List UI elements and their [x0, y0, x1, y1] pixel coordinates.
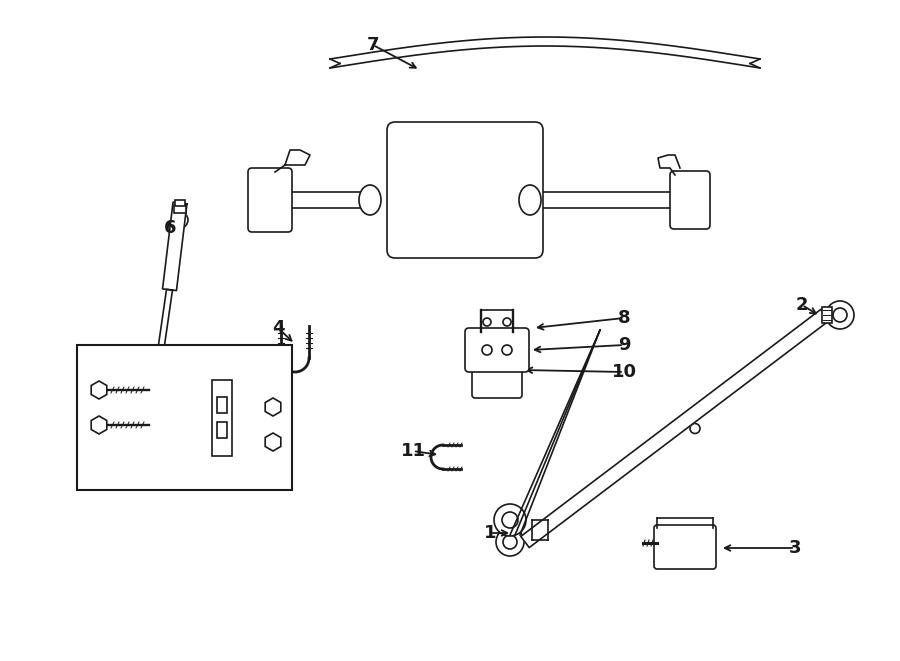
Text: 3: 3: [788, 539, 801, 557]
Circle shape: [150, 378, 160, 388]
Circle shape: [147, 416, 165, 434]
Bar: [217, 422, 227, 438]
Circle shape: [261, 180, 269, 188]
Text: 11: 11: [400, 442, 426, 460]
FancyBboxPatch shape: [670, 171, 710, 229]
Circle shape: [679, 204, 686, 211]
Bar: [217, 397, 227, 413]
Circle shape: [176, 216, 184, 224]
Text: 8: 8: [617, 309, 630, 327]
Circle shape: [695, 189, 701, 196]
Circle shape: [682, 182, 689, 190]
FancyBboxPatch shape: [387, 122, 543, 258]
Circle shape: [502, 345, 512, 355]
Circle shape: [412, 204, 422, 214]
Circle shape: [833, 308, 847, 322]
Circle shape: [251, 416, 269, 434]
Circle shape: [251, 381, 269, 399]
FancyBboxPatch shape: [472, 364, 522, 398]
Ellipse shape: [359, 185, 381, 215]
Polygon shape: [281, 354, 309, 372]
Text: 2: 2: [796, 296, 808, 314]
Circle shape: [693, 552, 701, 560]
Text: 7: 7: [367, 36, 379, 54]
Circle shape: [440, 231, 450, 241]
Text: 6: 6: [164, 219, 176, 237]
Circle shape: [667, 536, 675, 544]
Circle shape: [256, 421, 264, 429]
Text: 10: 10: [611, 363, 636, 381]
Circle shape: [480, 139, 490, 149]
Circle shape: [496, 528, 524, 556]
Text: 4: 4: [272, 319, 284, 337]
Circle shape: [480, 231, 490, 241]
Polygon shape: [530, 192, 690, 208]
Circle shape: [503, 318, 511, 326]
Circle shape: [503, 535, 517, 549]
Circle shape: [256, 386, 264, 394]
Text: 1: 1: [484, 524, 496, 542]
FancyBboxPatch shape: [465, 328, 529, 372]
Circle shape: [502, 512, 518, 528]
Circle shape: [274, 187, 283, 196]
Circle shape: [412, 166, 422, 176]
FancyBboxPatch shape: [248, 168, 292, 232]
Circle shape: [152, 421, 160, 429]
Bar: [175, 200, 185, 206]
Bar: [212, 380, 232, 456]
Polygon shape: [521, 309, 829, 547]
Bar: [174, 205, 186, 213]
Circle shape: [482, 345, 492, 355]
Circle shape: [152, 386, 160, 394]
Circle shape: [440, 139, 450, 149]
Circle shape: [257, 205, 266, 213]
Circle shape: [494, 504, 526, 536]
Circle shape: [147, 381, 165, 399]
Circle shape: [271, 212, 279, 220]
Polygon shape: [163, 202, 187, 291]
Circle shape: [684, 194, 696, 206]
Circle shape: [693, 536, 701, 544]
Circle shape: [690, 424, 700, 434]
Circle shape: [485, 375, 499, 389]
Circle shape: [502, 377, 512, 387]
Circle shape: [691, 211, 698, 217]
Circle shape: [145, 373, 165, 393]
FancyBboxPatch shape: [654, 525, 716, 569]
Bar: [77, 345, 292, 490]
Polygon shape: [270, 192, 370, 208]
Circle shape: [263, 193, 277, 207]
Circle shape: [508, 166, 518, 176]
Circle shape: [508, 204, 518, 214]
Polygon shape: [152, 290, 173, 391]
Circle shape: [483, 318, 491, 326]
Circle shape: [489, 379, 495, 385]
Circle shape: [430, 155, 500, 225]
Text: 9: 9: [617, 336, 630, 354]
Ellipse shape: [519, 185, 541, 215]
Circle shape: [667, 552, 675, 560]
Bar: [822, 307, 832, 323]
Text: 5: 5: [142, 404, 154, 422]
Circle shape: [172, 212, 188, 228]
Circle shape: [826, 301, 854, 329]
